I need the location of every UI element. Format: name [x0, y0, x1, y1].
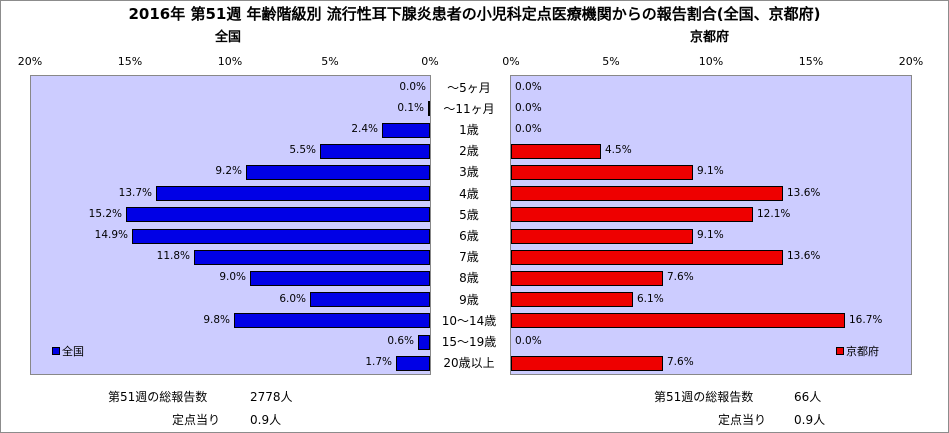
age-category-label: 10～14歳: [441, 313, 497, 328]
age-category-label: 8歳: [459, 271, 479, 286]
kyoto-per-value: 0.9人: [794, 413, 826, 427]
chart-title: 2016年 第51週 年齢階級別 流行性耳下腺炎患者の小児科定点医療機関からの報…: [128, 5, 821, 23]
national-data-label: 9.8%: [203, 313, 230, 326]
right-tick-label: 5%: [602, 55, 620, 68]
national-bar: [234, 313, 430, 329]
national-data-label: 14.9%: [94, 229, 128, 241]
national-panel-title: 全国: [215, 30, 242, 45]
left-tick-label: 15%: [117, 55, 143, 68]
kyoto-bar: [511, 207, 753, 223]
national-plot-area: [30, 75, 431, 375]
kyoto-total-value: 66人: [794, 390, 822, 404]
left-tick-label: 0%: [421, 55, 439, 68]
kyoto-data-label: 6.1%: [637, 292, 664, 305]
national-data-label: 9.0%: [219, 271, 246, 284]
kyoto-panel-title: 京都府: [690, 30, 730, 45]
national-per-value: 0.9人: [250, 413, 282, 427]
kyoto-bar: [511, 313, 845, 329]
national-data-label: 0.0%: [399, 80, 426, 93]
kyoto-legend: 京都府: [836, 343, 879, 359]
kyoto-data-label: 0.0%: [515, 335, 542, 347]
national-bar: [194, 249, 430, 265]
national-data-label: 6.0%: [279, 292, 306, 305]
right-tick-label: 10%: [698, 55, 724, 68]
national-bar: [310, 292, 430, 308]
kyoto-total-label: 第51週の総報告数: [654, 390, 754, 404]
national-data-label: 0.1%: [397, 101, 424, 114]
kyoto-bar: [511, 270, 663, 286]
age-category-label: 9歳: [459, 292, 479, 307]
national-bar: [418, 334, 430, 350]
kyoto-data-label: 13.6%: [787, 250, 821, 263]
national-bar: [156, 186, 430, 202]
kyoto-data-label: 0.0%: [515, 80, 542, 93]
national-data-label: 2.4%: [351, 123, 378, 135]
age-category-label: 5歳: [459, 207, 479, 222]
age-category-label: ～11ヶ月: [443, 101, 495, 116]
age-category-label: 2歳: [459, 144, 479, 159]
national-data-label: 0.6%: [387, 335, 414, 347]
national-per-label: 定点当り: [172, 413, 221, 427]
national-bar: [428, 101, 430, 117]
kyoto-data-label: 0.0%: [515, 123, 542, 135]
right-tick-label: 0%: [502, 55, 520, 68]
national-legend: 全国: [52, 343, 84, 359]
national-legend-swatch: [52, 347, 60, 355]
kyoto-bar: [511, 292, 633, 308]
kyoto-data-label: 13.6%: [787, 186, 821, 199]
age-category-label: 3歳: [459, 165, 479, 180]
kyoto-legend-swatch: [836, 347, 844, 355]
left-tick-label: 5%: [321, 55, 339, 68]
national-data-label: 5.5%: [289, 144, 316, 157]
national-bar: [126, 207, 430, 223]
kyoto-data-label: 9.1%: [697, 165, 724, 178]
right-tick-label: 20%: [898, 55, 924, 68]
national-bar: [396, 355, 430, 371]
age-category-label: 20歳以上: [443, 356, 495, 371]
national-bar: [382, 122, 430, 138]
kyoto-bar: [511, 143, 601, 159]
national-total-value: 2778人: [250, 390, 293, 404]
age-category-label: ～5ヶ月: [447, 80, 491, 95]
left-tick-label: 20%: [17, 55, 43, 68]
national-bar: [132, 228, 430, 244]
kyoto-bar: [511, 355, 663, 371]
right-tick-label: 15%: [798, 55, 824, 68]
kyoto-data-label: 7.6%: [667, 271, 694, 284]
kyoto-data-label: 12.1%: [757, 207, 791, 220]
kyoto-bar: [511, 249, 783, 265]
national-bar: [320, 143, 430, 159]
national-data-label: 13.7%: [118, 186, 152, 199]
national-total-label: 第51週の総報告数: [108, 390, 208, 404]
kyoto-data-label: 16.7%: [849, 313, 883, 326]
kyoto-data-label: 7.6%: [667, 356, 694, 369]
age-category-label: 4歳: [459, 186, 479, 201]
national-bar: [250, 270, 430, 286]
kyoto-bar: [511, 164, 693, 180]
age-category-label: 6歳: [459, 229, 479, 243]
kyoto-bar: [511, 228, 693, 244]
kyoto-data-label: 0.0%: [515, 101, 542, 114]
kyoto-legend-label: 京都府: [846, 345, 879, 358]
kyoto-plot-area: [510, 75, 912, 375]
kyoto-data-label: 4.5%: [605, 144, 632, 157]
kyoto-per-label: 定点当り: [718, 413, 767, 427]
kyoto-data-label: 9.1%: [697, 229, 724, 241]
national-legend-label: 全国: [62, 345, 84, 358]
kyoto-bar: [511, 186, 783, 202]
age-category-label: 15～19歳: [441, 335, 497, 349]
age-category-label: 1歳: [459, 123, 479, 137]
national-data-label: 9.2%: [215, 165, 242, 178]
national-data-label: 1.7%: [365, 356, 392, 369]
left-tick-label: 10%: [217, 55, 243, 68]
national-data-label: 11.8%: [156, 250, 190, 263]
national-bar: [246, 164, 430, 180]
national-data-label: 15.2%: [88, 207, 122, 220]
age-category-label: 7歳: [459, 250, 479, 265]
